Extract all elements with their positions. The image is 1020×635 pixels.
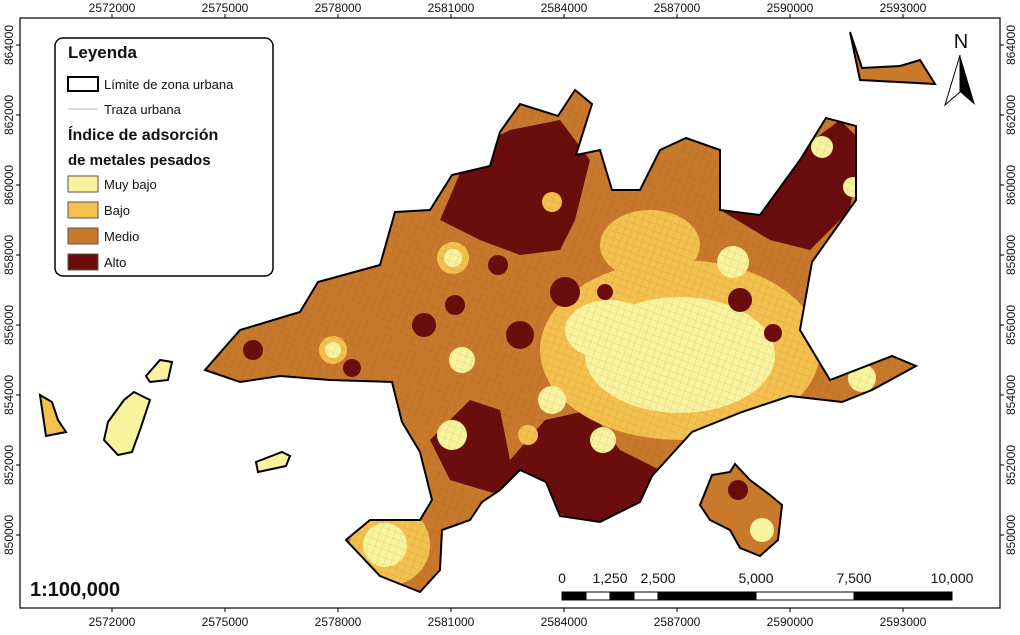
- x-tick-label: 2575000: [202, 1, 249, 15]
- legend-swatch: [67, 253, 99, 271]
- x-tick-label: 2572000: [89, 615, 136, 629]
- scale-label: 1,250: [592, 570, 627, 586]
- y-tick-label: 852000: [2, 445, 16, 485]
- x-tick-label: 2581000: [428, 1, 475, 15]
- scale-segment: [609, 591, 635, 601]
- scale-label: 7,500: [836, 570, 871, 586]
- x-tick-label: 2578000: [315, 1, 362, 15]
- legend-label: Alto: [104, 255, 126, 270]
- legend-swatch: [67, 201, 99, 219]
- y-tick-label: 862000: [1004, 95, 1018, 135]
- scale-segment: [755, 591, 855, 601]
- y-tick-label: 856000: [1004, 305, 1018, 345]
- x-tick-label: 2575000: [202, 615, 249, 629]
- scale-label: 0: [558, 570, 566, 586]
- x-tick-label: 2587000: [654, 1, 701, 15]
- x-tick-label: 2581000: [428, 615, 475, 629]
- y-tick-label: 854000: [2, 375, 16, 415]
- x-tick-label: 2587000: [654, 615, 701, 629]
- x-tick-label: 2593000: [880, 615, 927, 629]
- legend-label: Medio: [104, 229, 139, 244]
- y-tick-label: 860000: [2, 165, 16, 205]
- scale-segment: [585, 591, 611, 601]
- north-arrow: N: [944, 31, 975, 107]
- x-tick-label: 2593000: [880, 1, 927, 15]
- legend-label: Bajo: [104, 203, 130, 218]
- y-tick-label: 856000: [2, 305, 16, 345]
- y-tick-label: 860000: [1004, 165, 1018, 205]
- x-tick-label: 2590000: [767, 1, 814, 15]
- x-tick-label: 2584000: [541, 1, 588, 15]
- satellite: [849, 31, 937, 86]
- boundary-swatch: [67, 76, 99, 92]
- legend-title: Leyenda: [68, 43, 138, 62]
- scale-segment: [853, 591, 953, 601]
- x-tick-label: 2578000: [315, 615, 362, 629]
- scale-label: 2,500: [640, 570, 675, 586]
- scale-bar: 0 1,250 2,500 5,000 7,500 10,000: [558, 570, 974, 601]
- legend: Leyenda Límite de zona urbana Traza urba…: [54, 37, 274, 277]
- y-tick-label: 858000: [2, 235, 16, 275]
- north-label: N: [954, 31, 968, 53]
- satellite: [254, 450, 292, 474]
- legend-swatch: [67, 175, 99, 193]
- scale-label: 5,000: [738, 570, 773, 586]
- y-tick-label: 864000: [1004, 25, 1018, 65]
- satellite-zones: [38, 31, 937, 558]
- legend-subtitle: de metales pesados: [68, 152, 211, 169]
- x-tick-label: 2584000: [541, 615, 588, 629]
- arrow-half: [960, 55, 975, 105]
- y-tick-label: 854000: [1004, 375, 1018, 415]
- y-tick-label: 850000: [2, 515, 16, 555]
- y-tick-label: 862000: [2, 95, 16, 135]
- scale-label: 10,000: [931, 570, 974, 586]
- scale-segment: [657, 591, 757, 601]
- scale-ratio: 1:100,000: [30, 579, 120, 601]
- y-tick-label: 864000: [2, 25, 16, 65]
- y-tick-label: 852000: [1004, 445, 1018, 485]
- legend-box: [54, 37, 274, 277]
- y-tick-label: 850000: [1004, 515, 1018, 555]
- legend-label: Muy bajo: [104, 177, 157, 192]
- legend-subtitle: Índice de adsorción: [68, 125, 218, 144]
- y-tick-label: 858000: [1004, 235, 1018, 275]
- satellite: [144, 358, 174, 384]
- satellite: [102, 390, 152, 457]
- arrow-half: [944, 54, 961, 107]
- satellite: [38, 393, 68, 438]
- legend-label: Límite de zona urbana: [104, 77, 234, 92]
- scale-segment: [633, 591, 659, 601]
- scale-segment: [561, 591, 587, 601]
- x-tick-label: 2572000: [89, 1, 136, 15]
- legend-swatch: [67, 227, 99, 245]
- legend-label: Traza urbana: [104, 102, 182, 117]
- x-tick-label: 2590000: [767, 615, 814, 629]
- legend-classes: Muy bajo Bajo Medio Alto: [67, 175, 157, 271]
